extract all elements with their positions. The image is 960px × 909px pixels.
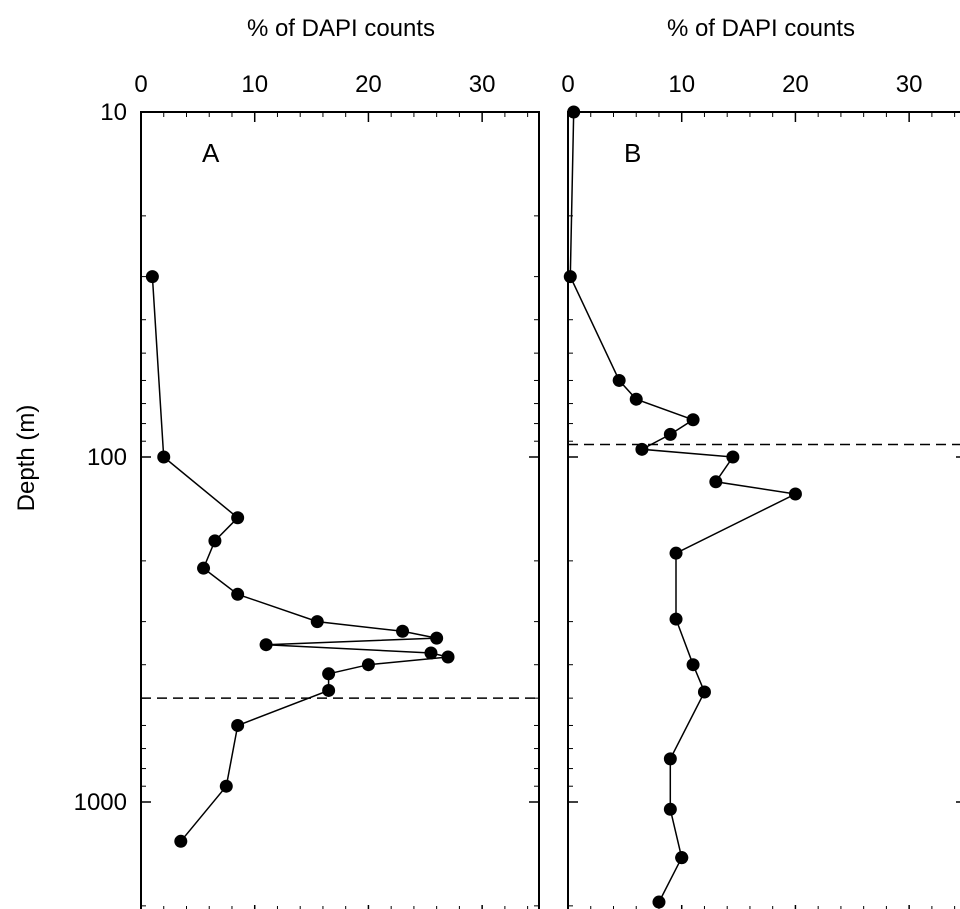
panel-a-ticks: 0 10 20 30 10 100 1000 <box>74 71 539 909</box>
panel-b-data-point <box>635 442 649 456</box>
panel-b-data-point <box>686 658 700 672</box>
panel-a-data-point <box>145 270 159 284</box>
panel-a-data-point <box>231 511 245 525</box>
panel-b-data-point <box>686 413 700 427</box>
panel-b-data-point <box>612 373 626 387</box>
panel-b-data-point <box>663 427 677 441</box>
panel-b-data-point <box>652 895 666 909</box>
panel-b-x-tick-label: 0 <box>561 71 574 98</box>
panel-b-x-tick-label: 20 <box>782 71 809 98</box>
panel-b-data-point <box>663 802 677 816</box>
panel-b-data-point <box>726 450 740 464</box>
panel-a-data-point <box>231 587 245 601</box>
panel-a-data-point <box>396 624 410 638</box>
panel-b-data-point <box>788 487 802 501</box>
panel-b-points <box>563 105 802 909</box>
panel-b-ticks: 0 10 20 30 <box>561 71 960 909</box>
panel-a-x-tick-label: 10 <box>241 71 268 98</box>
y-axis-title: Depth (m) <box>13 405 40 512</box>
y-tick-label: 10 <box>100 99 127 126</box>
panel-a-data-point <box>310 615 324 629</box>
panel-b-series-line <box>569 111 798 903</box>
panel-b: 0 10 20 30 B <box>561 71 960 909</box>
panel-b-data-point <box>663 752 677 766</box>
panel-b-polyline <box>569 111 798 903</box>
panel-b-label: B <box>624 138 641 168</box>
panel-a-data-point <box>197 561 211 575</box>
panel-a-series-line <box>151 276 449 842</box>
panel-b-x-axis-title: % of DAPI counts <box>667 15 855 42</box>
panel-a-points <box>145 270 455 848</box>
panel-a-data-point <box>322 683 336 697</box>
panel-a-x-tick-label: 0 <box>134 71 147 98</box>
panel-a-frame <box>140 111 540 909</box>
panel-a-data-point <box>322 667 336 681</box>
panel-a-x-tick-label: 30 <box>469 71 496 98</box>
panel-a-data-point <box>231 718 245 732</box>
panel-b-data-point <box>675 851 689 865</box>
panel-a-data-point <box>208 534 222 548</box>
panel-b-x-tick-label: 10 <box>668 71 695 98</box>
panel-b-data-point <box>669 612 683 626</box>
panel-a-x-axis-title: % of DAPI counts <box>247 15 435 42</box>
y-tick-label: 1000 <box>74 789 127 816</box>
panel-b-data-point <box>669 546 683 560</box>
panel-a-data-point <box>430 631 444 645</box>
panel-b-data-point <box>567 105 581 119</box>
panel-a: 0 10 20 30 10 100 1000 A <box>74 71 540 909</box>
panel-a-polyline <box>151 276 449 842</box>
panel-b-data-point <box>697 685 711 699</box>
panel-b-data-point <box>563 270 577 284</box>
panel-b-data-point <box>709 475 723 489</box>
panel-a-data-point <box>424 646 438 660</box>
panel-a-label: A <box>202 138 220 168</box>
panel-a-data-point <box>441 650 455 664</box>
panel-a-data-point <box>361 658 375 672</box>
panel-b-frame <box>567 111 960 909</box>
panel-a-x-tick-label: 20 <box>355 71 382 98</box>
y-tick-label: 100 <box>87 444 127 471</box>
panel-a-data-point <box>157 450 171 464</box>
panel-b-data-point <box>629 392 643 406</box>
panel-b-x-tick-label: 30 <box>896 71 923 98</box>
panel-a-data-point <box>219 779 233 793</box>
panel-a-data-point <box>174 834 188 848</box>
panel-a-data-point <box>259 638 273 652</box>
